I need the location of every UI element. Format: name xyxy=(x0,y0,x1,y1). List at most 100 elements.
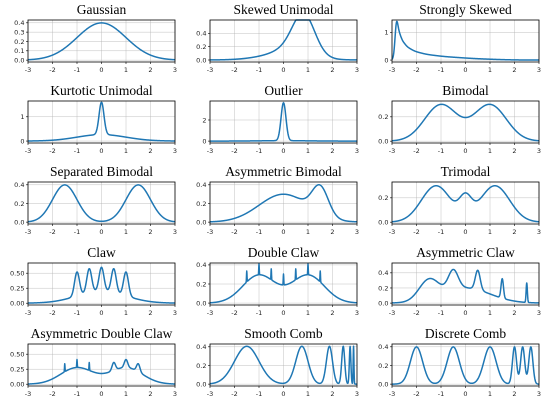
plot-frame xyxy=(391,262,540,306)
x-tick-label: 3 xyxy=(173,390,177,398)
density-curve xyxy=(391,346,540,385)
y-tick-label: 0.25 xyxy=(10,285,24,293)
x-tick-label: 0 xyxy=(99,390,103,398)
y-tick-label: 0.0 xyxy=(378,218,388,226)
y-tick-label: 0 xyxy=(20,137,24,145)
x-tick-label: 3 xyxy=(355,147,359,155)
y-tick-label: 1 xyxy=(20,113,24,121)
chart-svg: Outlier -3 -2 -1 0 1 2 3 0 2 xyxy=(202,83,359,155)
y-tick-label: 0.4 xyxy=(378,269,388,277)
y-tick-label: 0.4 xyxy=(196,261,206,269)
chart-panel-asymmetric-bimodal: Asymmetric Bimodal -3 -2 -1 0 1 2 3 0.0 0.2 0.4 xyxy=(182,162,362,242)
plot-frame xyxy=(27,343,176,387)
y-tick-label: 0.0 xyxy=(196,380,206,388)
x-tick-label: -3 xyxy=(25,228,31,236)
density-curve xyxy=(209,19,358,61)
chart-svg: Asymmetric Claw -3 -2 -1 0 1 2 3 0.0 0.2 0.4 xyxy=(378,245,541,317)
x-tick-label: -3 xyxy=(207,147,213,155)
x-tick-label: 2 xyxy=(512,66,516,74)
y-tick-label: 0.2 xyxy=(14,200,24,208)
x-tick-label: 1 xyxy=(124,390,128,398)
density-curve xyxy=(209,184,358,223)
x-tick-label: 1 xyxy=(124,228,128,236)
x-tick-label: -3 xyxy=(389,390,395,398)
x-tick-label: -1 xyxy=(74,390,80,398)
x-tick-label: -2 xyxy=(49,390,55,398)
x-tick-label: 1 xyxy=(306,309,310,317)
x-tick-label: -3 xyxy=(207,309,213,317)
x-tick-label: -3 xyxy=(389,66,395,74)
x-tick-label: 0 xyxy=(99,228,103,236)
y-tick-label: 0.0 xyxy=(378,137,388,145)
x-tick-label: 1 xyxy=(124,309,128,317)
chart-svg: Bimodal -3 -2 -1 0 1 2 3 0.0 0.2 xyxy=(378,83,541,155)
x-tick-label: -2 xyxy=(413,66,419,74)
x-tick-label: 3 xyxy=(537,309,541,317)
y-tick-label: 0.0 xyxy=(196,218,206,226)
chart-title: Outlier xyxy=(264,83,303,98)
x-tick-label: 2 xyxy=(148,66,152,74)
x-tick-label: -3 xyxy=(207,228,213,236)
chart-title: Smooth Comb xyxy=(244,326,323,341)
x-tick-label: -2 xyxy=(49,228,55,236)
x-tick-label: -1 xyxy=(256,309,262,317)
chart-panel-double-claw: Double Claw -3 -2 -1 0 1 2 3 0.0 0.2 0.4 xyxy=(182,243,362,323)
y-tick-label: 0.2 xyxy=(196,362,206,370)
chart-panel-smooth-comb: Smooth Comb -3 -2 -1 0 1 2 3 0.0 0.2 0.4 xyxy=(182,324,362,404)
x-tick-label: 1 xyxy=(488,228,492,236)
density-curve xyxy=(391,20,540,61)
plot-frame xyxy=(27,181,176,225)
x-tick-label: 0 xyxy=(281,390,285,398)
x-tick-label: -3 xyxy=(389,228,395,236)
x-tick-label: 3 xyxy=(537,66,541,74)
plot-frame xyxy=(391,19,540,63)
x-tick-label: 2 xyxy=(512,390,516,398)
chart-svg: Asymmetric Double Claw -3 -2 -1 0 1 2 3 0.00 0.2… xyxy=(10,326,177,398)
y-tick-label: 0.00 xyxy=(10,381,24,389)
chart-panel-skewed-unimodal: Skewed Unimodal -3 -2 -1 0 1 2 3 0.0 0.2 0.4 xyxy=(182,0,362,80)
x-tick-label: 2 xyxy=(330,309,334,317)
x-tick-label: 2 xyxy=(148,390,152,398)
chart-panel-gaussian: Gaussian -3 -2 -1 0 1 2 3 0.0 0.1 0.2 0.3 0.4 xyxy=(0,0,180,80)
y-tick-label: 0.1 xyxy=(14,47,24,55)
x-tick-label: 3 xyxy=(537,390,541,398)
x-tick-label: 3 xyxy=(355,309,359,317)
plot-frame xyxy=(27,262,176,306)
y-tick-label: 0.4 xyxy=(196,343,206,351)
x-tick-label: 3 xyxy=(173,66,177,74)
y-tick-label: 0 xyxy=(202,137,206,145)
y-tick-label: 0.0 xyxy=(378,380,388,388)
x-tick-label: -2 xyxy=(413,147,419,155)
x-tick-label: 0 xyxy=(463,309,467,317)
y-tick-label: 0.4 xyxy=(196,30,206,38)
y-tick-label: 0.2 xyxy=(378,194,388,202)
chart-panel-trimodal: Trimodal -3 -2 -1 0 1 2 3 0.0 0.2 xyxy=(364,162,544,242)
plot-frame xyxy=(209,343,358,387)
x-tick-label: 2 xyxy=(330,228,334,236)
x-tick-label: 1 xyxy=(306,390,310,398)
x-tick-label: -2 xyxy=(49,147,55,155)
chart-title: Trimodal xyxy=(441,164,491,179)
chart-title: Kurtotic Unimodal xyxy=(50,83,153,98)
y-tick-label: 0.4 xyxy=(14,19,24,27)
plot-frame xyxy=(209,100,358,144)
y-tick-label: 0.0 xyxy=(378,299,388,307)
y-tick-label: 0.0 xyxy=(14,56,24,64)
plot-frame xyxy=(209,181,358,225)
x-tick-label: 1 xyxy=(488,66,492,74)
x-tick-label: -1 xyxy=(256,66,262,74)
plot-frame xyxy=(209,262,358,306)
y-tick-label: 0.2 xyxy=(378,113,388,121)
y-tick-label: 0.2 xyxy=(196,280,206,288)
density-curve xyxy=(27,22,176,61)
chart-svg: Double Claw -3 -2 -1 0 1 2 3 0.0 0.2 0.4 xyxy=(196,245,359,317)
x-tick-label: -3 xyxy=(25,390,31,398)
chart-title: Separated Bimodal xyxy=(50,164,153,179)
chart-svg: Strongly Skewed -3 -2 -1 0 1 2 3 0 1 xyxy=(384,2,541,74)
chart-panel-bimodal: Bimodal -3 -2 -1 0 1 2 3 0.0 0.2 xyxy=(364,81,544,161)
chart-title: Skewed Unimodal xyxy=(233,2,333,17)
x-tick-label: 3 xyxy=(173,309,177,317)
x-tick-label: 0 xyxy=(99,309,103,317)
x-tick-label: 3 xyxy=(537,147,541,155)
